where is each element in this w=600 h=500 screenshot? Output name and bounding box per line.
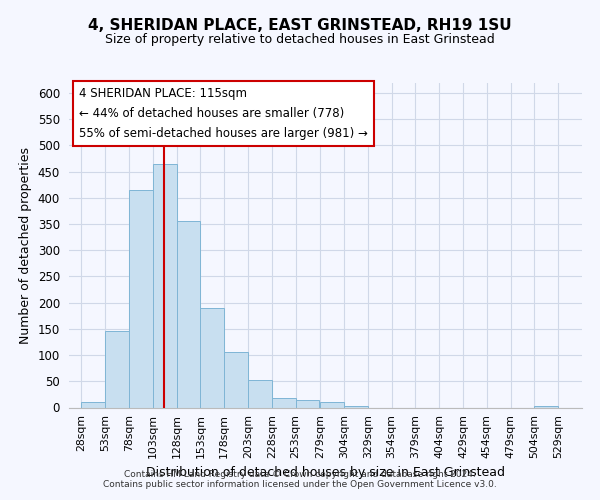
- Bar: [296, 400, 319, 407]
- Bar: [176, 222, 200, 408]
- Bar: [200, 308, 224, 408]
- Bar: [129, 190, 153, 408]
- Bar: [248, 380, 272, 407]
- Text: Contains public sector information licensed under the Open Government Licence v3: Contains public sector information licen…: [103, 480, 497, 489]
- Bar: [344, 406, 368, 407]
- Bar: [272, 398, 296, 407]
- X-axis label: Distribution of detached houses by size in East Grinstead: Distribution of detached houses by size …: [146, 466, 505, 479]
- Bar: [320, 402, 344, 407]
- Text: 4, SHERIDAN PLACE, EAST GRINSTEAD, RH19 1SU: 4, SHERIDAN PLACE, EAST GRINSTEAD, RH19 …: [88, 18, 512, 32]
- Text: 4 SHERIDAN PLACE: 115sqm
← 44% of detached houses are smaller (778)
55% of semi-: 4 SHERIDAN PLACE: 115sqm ← 44% of detach…: [79, 88, 368, 141]
- Bar: [535, 406, 558, 407]
- Bar: [105, 332, 129, 407]
- Bar: [153, 164, 176, 408]
- Text: Size of property relative to detached houses in East Grinstead: Size of property relative to detached ho…: [105, 32, 495, 46]
- Bar: [224, 352, 248, 408]
- Bar: [82, 402, 105, 407]
- Y-axis label: Number of detached properties: Number of detached properties: [19, 146, 32, 344]
- Text: Contains HM Land Registry data © Crown copyright and database right 2024.: Contains HM Land Registry data © Crown c…: [124, 470, 476, 479]
